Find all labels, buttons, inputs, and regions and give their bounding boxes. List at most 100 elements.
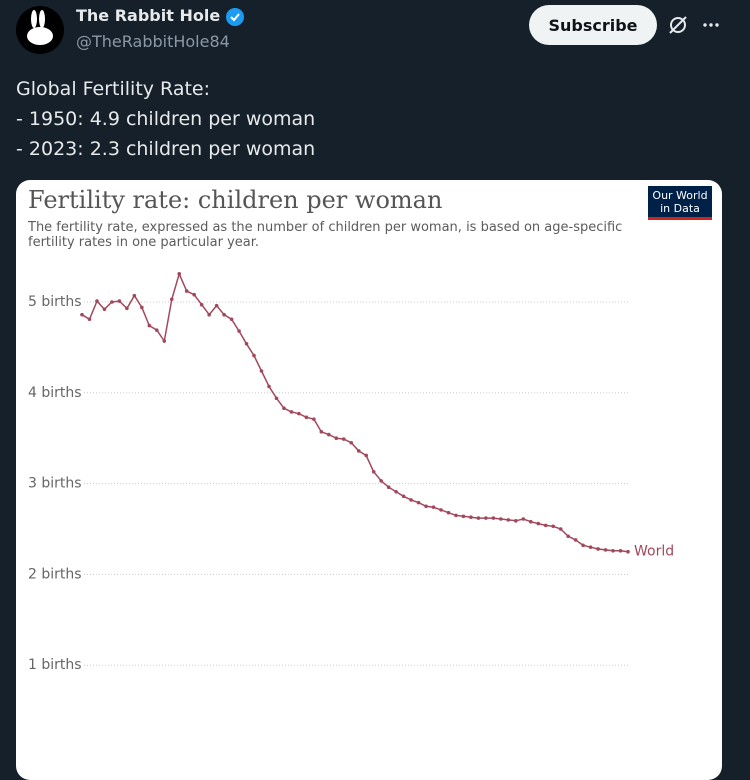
avatar[interactable] — [16, 6, 64, 54]
tweet-text: Global Fertility Rate: - 1950: 4.9 child… — [16, 74, 315, 164]
y-tick-label: 5 births — [28, 294, 82, 310]
point — [499, 517, 503, 521]
more-button[interactable] — [703, 23, 719, 27]
point — [626, 549, 630, 554]
point — [431, 505, 436, 510]
page: The Rabbit Hole @TheRabbitHole84 Subscri… — [16, 5, 722, 780]
point — [506, 518, 511, 522]
y-tick-label: 1 births — [28, 657, 82, 673]
point — [199, 302, 204, 307]
point — [252, 353, 256, 358]
point — [618, 548, 623, 553]
point — [169, 297, 174, 302]
point — [154, 328, 159, 332]
point — [446, 510, 451, 515]
point — [611, 548, 615, 553]
point — [588, 545, 593, 549]
point — [461, 514, 466, 519]
point — [356, 449, 361, 453]
point — [401, 494, 406, 499]
point — [162, 339, 167, 343]
point — [177, 272, 182, 276]
point — [207, 312, 211, 317]
tweet-line: - 2023: 2.3 children per woman — [16, 138, 316, 160]
y-tick-label: 3 births — [28, 476, 82, 492]
point — [259, 369, 264, 373]
grok-icon[interactable] — [670, 17, 686, 33]
point — [439, 508, 443, 512]
point — [87, 317, 92, 322]
logo-line: Our World — [652, 189, 708, 202]
point — [192, 292, 196, 297]
line — [81, 271, 629, 553]
point — [491, 516, 496, 520]
point — [416, 500, 421, 505]
chart-card[interactable]: Fertility rate: children per woman The f… — [16, 180, 722, 780]
point — [409, 498, 413, 502]
point — [394, 489, 398, 494]
point — [371, 469, 376, 474]
point — [596, 547, 600, 551]
point — [469, 515, 473, 519]
point — [364, 453, 369, 458]
point — [95, 299, 99, 303]
point — [282, 406, 286, 411]
point — [80, 312, 84, 317]
y-tick-label: 2 births — [28, 566, 82, 582]
point — [125, 306, 129, 311]
tweet-line: Global Fertility Rate: — [16, 78, 211, 100]
point — [476, 516, 481, 520]
point — [379, 479, 383, 483]
point — [297, 411, 301, 416]
point — [102, 307, 107, 312]
point — [304, 415, 309, 420]
point — [528, 519, 533, 524]
y-tick-label: 4 births — [28, 385, 82, 401]
point — [603, 548, 608, 552]
point — [222, 312, 226, 317]
point — [581, 543, 585, 548]
point — [274, 396, 279, 401]
point — [267, 384, 271, 389]
point — [319, 430, 324, 434]
verified-badge — [226, 8, 244, 26]
chart-title: Fertility rate: children per woman — [28, 186, 443, 214]
avatar-icon — [27, 10, 53, 45]
point — [110, 300, 114, 304]
point — [341, 437, 346, 441]
point — [214, 303, 219, 308]
series-label: World — [634, 544, 674, 560]
chart-subtitle: The fertility rate, expressed as the num… — [28, 220, 623, 250]
point — [349, 440, 354, 445]
point — [454, 513, 458, 518]
point — [140, 305, 144, 310]
point — [536, 521, 541, 526]
logo-line: in Data — [660, 202, 700, 215]
point — [558, 527, 563, 531]
point — [424, 504, 428, 509]
point — [312, 417, 316, 421]
author-name[interactable]: The Rabbit Hole — [76, 6, 221, 25]
point — [237, 329, 241, 333]
point — [184, 289, 189, 293]
point — [117, 299, 122, 303]
point — [551, 524, 556, 529]
author-handle[interactable]: @TheRabbitHole84 — [76, 32, 230, 51]
point — [334, 436, 339, 441]
point — [244, 341, 249, 346]
point — [521, 517, 526, 521]
point — [566, 534, 570, 539]
point — [289, 410, 294, 414]
chart: 1 births 2 births 3 births 4 births 5 births… — [28, 271, 674, 673]
point — [543, 523, 548, 528]
tweet-line: - 1950: 4.9 children per woman — [16, 108, 316, 130]
owid-logo: Our World in Data — [648, 186, 712, 220]
point — [573, 538, 578, 542]
point — [229, 317, 234, 322]
subscribe-button[interactable]: Subscribe — [529, 5, 657, 45]
point — [484, 516, 488, 520]
point — [132, 293, 137, 298]
point — [327, 432, 331, 437]
point — [514, 519, 518, 523]
point — [147, 323, 152, 328]
